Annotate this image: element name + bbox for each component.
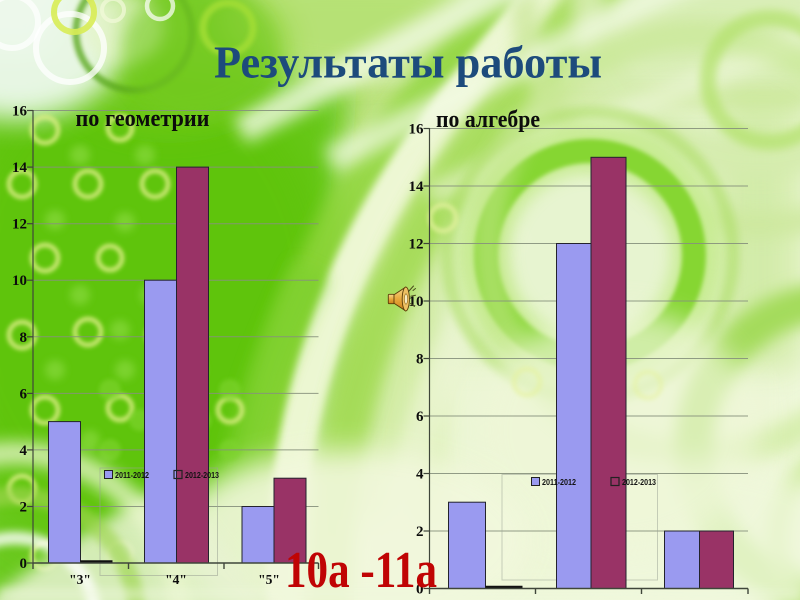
svg-text:"5": "5"	[258, 572, 280, 587]
svg-text:2: 2	[20, 500, 28, 516]
svg-text:4: 4	[416, 467, 424, 483]
svg-text:2011-2012: 2011-2012	[115, 470, 149, 480]
svg-text:"4": "4"	[165, 572, 187, 587]
svg-text:2012-2013: 2012-2013	[185, 470, 219, 480]
svg-text:10а -11а: 10а -11а	[285, 542, 437, 599]
svg-text:16: 16	[409, 122, 425, 138]
svg-text:10: 10	[12, 273, 27, 289]
svg-text:8: 8	[416, 352, 424, 368]
svg-text:"3": "3"	[69, 572, 91, 587]
svg-text:4: 4	[20, 443, 28, 459]
svg-text:14: 14	[12, 160, 28, 176]
svg-text:2: 2	[416, 524, 424, 540]
svg-text:0: 0	[20, 556, 28, 572]
svg-text:6: 6	[416, 409, 424, 425]
svg-text:по алгебре: по алгебре	[436, 107, 540, 133]
svg-text:2012-2013: 2012-2013	[622, 477, 656, 487]
svg-text:0: 0	[416, 582, 424, 598]
svg-text:2011-2012: 2011-2012	[542, 477, 576, 487]
svg-text:Результаты работы: Результаты работы	[214, 37, 602, 88]
svg-text:по геометрии: по геометрии	[76, 106, 210, 132]
svg-text:10: 10	[409, 294, 424, 310]
svg-text:12: 12	[409, 237, 424, 253]
svg-text:16: 16	[12, 104, 28, 120]
svg-text:14: 14	[409, 179, 425, 195]
svg-text:8: 8	[20, 330, 28, 346]
svg-text:6: 6	[20, 386, 28, 402]
svg-text:12: 12	[12, 217, 27, 233]
